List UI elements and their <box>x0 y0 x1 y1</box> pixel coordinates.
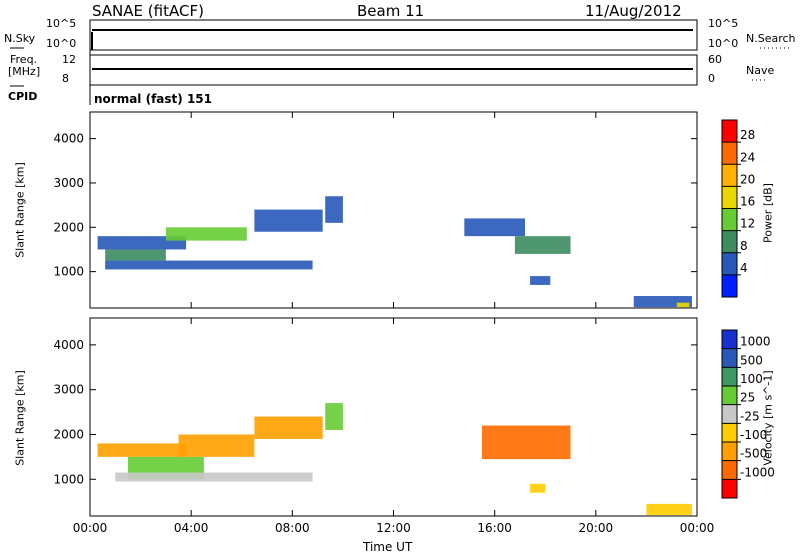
velocity-data-region <box>97 443 187 457</box>
power-data-region <box>105 260 313 270</box>
power-data-region <box>165 227 247 241</box>
velocity-ytick-label: 3000 <box>53 383 84 397</box>
velocity-panel-frame <box>89 317 698 517</box>
velocity-colorbar-swatch <box>722 479 737 499</box>
power-data-region <box>464 218 526 237</box>
date-label: 11/Aug/2012 <box>585 2 682 20</box>
x-tick-label: 00:00 <box>680 521 715 535</box>
velocity-colorbar-tick-label: -1000 <box>740 465 775 479</box>
beam-label: Beam 11 <box>357 2 425 20</box>
noise-tick-right-bottom: 10^0 <box>708 37 739 50</box>
velocity-colorbar-swatch <box>722 442 737 462</box>
velocity-colorbar-swatch <box>722 348 737 368</box>
nave-tick-top: 60 <box>708 53 722 66</box>
power-colorbar-tick-label: 16 <box>740 195 755 209</box>
nsky-label: N.Sky <box>4 32 36 45</box>
power-data-region <box>97 236 187 250</box>
velocity-colorbar-swatch <box>722 423 737 443</box>
velocity-data-region <box>482 425 571 460</box>
velocity-data-region <box>646 503 692 516</box>
cpid-label: CPID <box>8 90 38 103</box>
power-colorbar-swatch <box>722 252 737 276</box>
velocity-colorbar-frame <box>721 329 738 499</box>
x-tick-label: 16:00 <box>477 521 512 535</box>
power-ytick-label: 3000 <box>53 176 84 190</box>
power-ytick-label: 1000 <box>53 265 84 279</box>
power-colorbar-swatch <box>722 186 737 209</box>
power-panel-frame <box>89 111 698 309</box>
velocity-colorbar-tick-label: -25 <box>740 409 760 423</box>
noise-tick-left-bottom: 10^0 <box>46 37 77 50</box>
x-tick-label: 04:00 <box>174 521 209 535</box>
x-tick-label: 00:00 <box>73 521 108 535</box>
velocity-ytick-label: 2000 <box>53 427 84 441</box>
power-colorbar-swatch <box>722 274 737 298</box>
x-tick-label: 20:00 <box>579 521 614 535</box>
power-data-region <box>633 296 692 308</box>
x-tick-label: 08:00 <box>275 521 310 535</box>
velocity-data-region <box>254 416 323 439</box>
power-data-region <box>254 209 323 232</box>
power-data-region <box>105 249 166 261</box>
x-axis-title: Time UT <box>363 540 413 554</box>
freq-label: Freq. <box>10 53 38 66</box>
velocity-colorbar-swatch <box>722 330 737 350</box>
noise-tick-right-top: 10^5 <box>708 17 739 30</box>
velocity-colorbar-tick-label: 1000 <box>740 335 771 349</box>
freq-unit: [MHz] <box>8 65 41 78</box>
x-tick-label: 12:00 <box>376 521 411 535</box>
velocity-colorbar-tick-label: 100 <box>740 372 763 386</box>
nave-tick-bottom: 0 <box>708 72 715 85</box>
velocity-colorbar-swatch <box>722 367 737 387</box>
power-data-region <box>676 302 690 308</box>
noise-panel-frame <box>89 19 698 51</box>
nsearch-label: N.Search <box>746 32 796 45</box>
velocity-data-region <box>530 483 546 493</box>
power-ytick-label: 4000 <box>53 132 84 146</box>
freq-tick-bottom: 8 <box>62 72 69 85</box>
power-colorbar-swatch <box>722 142 737 165</box>
power-colorbar-tick-label: 20 <box>740 172 755 186</box>
power-colorbar-tick-label: 4 <box>740 261 748 275</box>
power-colorbar-tick-label: 12 <box>740 217 755 231</box>
power-ytick-label: 2000 <box>53 220 84 234</box>
velocity-colorbar-swatch <box>722 386 737 406</box>
freq-tick-top: 12 <box>62 53 76 66</box>
power-colorbar-swatch <box>722 120 737 143</box>
noise-tick-left-top: 10^5 <box>46 17 77 30</box>
velocity-colorbar-tick-label: 500 <box>740 353 763 367</box>
velocity-colorbar-tick-label: -100 <box>740 428 767 442</box>
velocity-colorbar-swatch <box>722 404 737 424</box>
velocity-data-region <box>178 434 255 457</box>
power-colorbar-tick-label: 8 <box>740 239 748 253</box>
power-colorbar-swatch <box>722 164 737 187</box>
velocity-colorbar-swatch <box>722 460 737 480</box>
velocity-colorbar-tick-label: 25 <box>740 391 755 405</box>
velocity-ytick-label: 1000 <box>53 472 84 486</box>
power-data-region <box>530 276 551 285</box>
nave-label: Nave <box>746 64 775 77</box>
power-data-region <box>325 196 343 223</box>
power-colorbar-tick-label: 28 <box>740 128 755 142</box>
station-title: SANAE (fitACF) <box>92 2 204 20</box>
power-colorbar-swatch <box>722 208 737 232</box>
power-colorbar-tick-label: 24 <box>740 150 755 164</box>
velocity-colorbar-tick-label: -500 <box>740 447 767 461</box>
power-data-region <box>514 236 571 254</box>
cpid-value: normal (fast) 151 <box>94 92 212 106</box>
velocity-ytick-label: 4000 <box>53 338 84 352</box>
velocity-data-region <box>115 472 313 482</box>
velocity-data-region <box>325 403 343 430</box>
power-colorbar-swatch <box>722 230 737 254</box>
